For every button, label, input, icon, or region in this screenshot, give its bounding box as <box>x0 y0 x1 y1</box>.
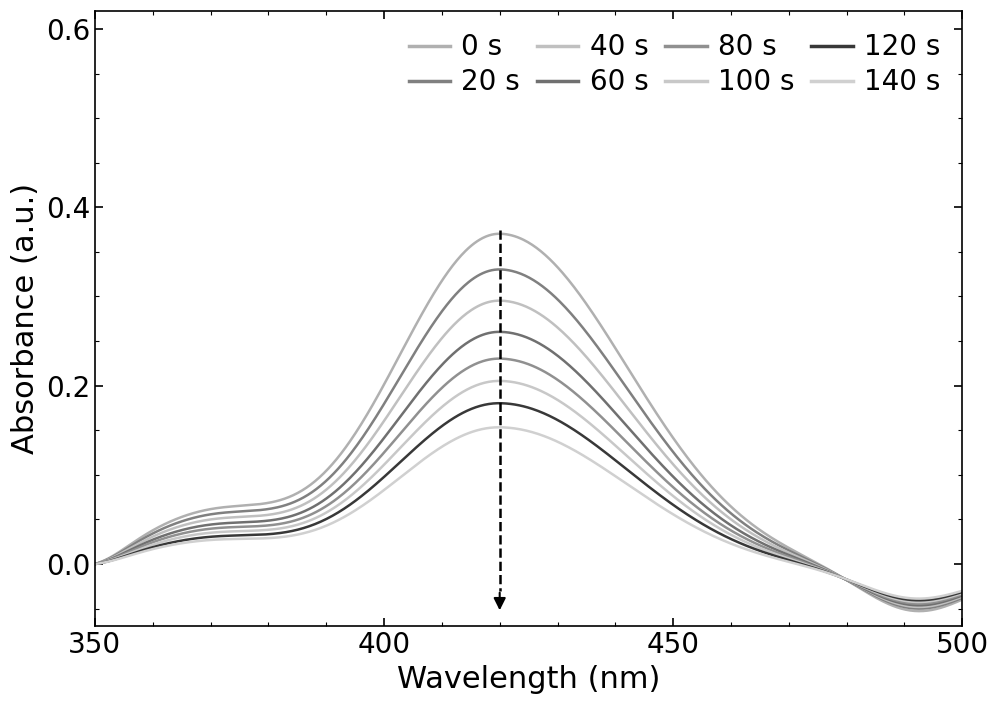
X-axis label: Wavelength (nm): Wavelength (nm) <box>397 665 660 694</box>
Legend: 0 s, 20 s, 40 s, 60 s, 80 s, 100 s, 120 s, 140 s: 0 s, 20 s, 40 s, 60 s, 80 s, 100 s, 120 … <box>400 25 948 104</box>
Y-axis label: Absorbance (a.u.): Absorbance (a.u.) <box>11 183 40 454</box>
